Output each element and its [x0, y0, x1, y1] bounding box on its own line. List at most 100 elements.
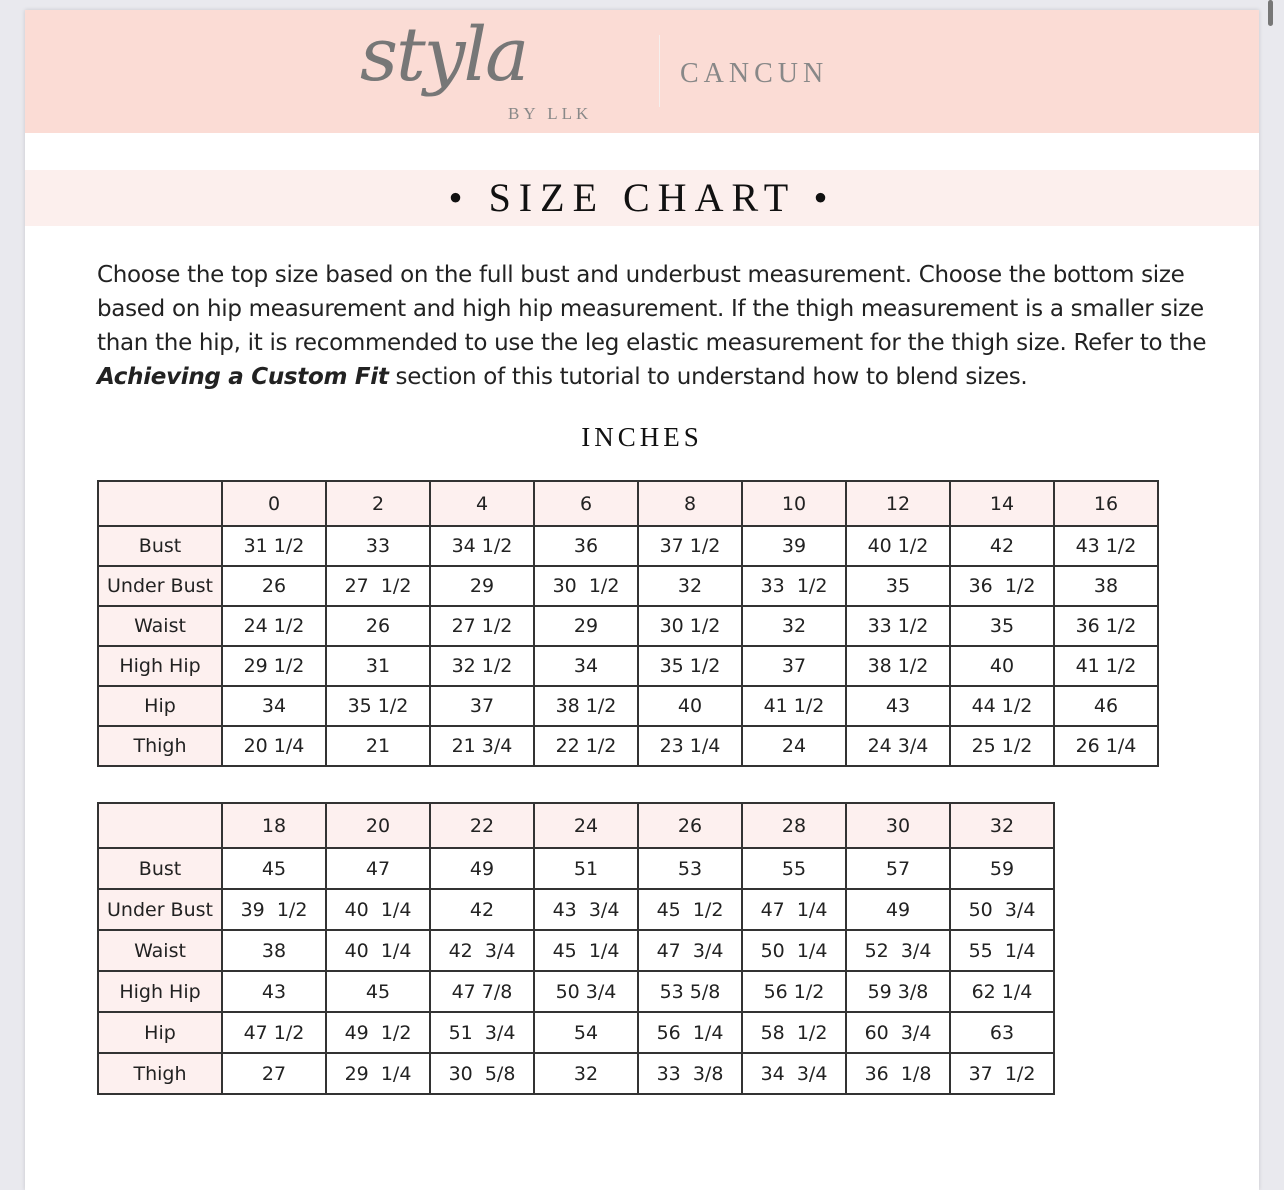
- row-label: Waist: [97, 605, 223, 647]
- measurement-cell: 55 1/4: [949, 929, 1055, 972]
- table-row: Bust 31 1/2 33 34 1/2 36 37 1/2 39 40 1/2 42 43 1…: [97, 525, 1159, 567]
- brand-logo: styla BY LLK: [360, 12, 640, 130]
- measurement-cell: 52 3/4: [845, 929, 951, 972]
- measurement-cell: 26 1/4: [1053, 725, 1159, 767]
- measurement-cell: 29: [533, 605, 639, 647]
- size-header: 10: [741, 480, 847, 527]
- size-header: 8: [637, 480, 743, 527]
- measurement-cell: 43: [845, 685, 951, 727]
- row-label: Waist: [97, 929, 223, 972]
- measurement-cell: 24: [741, 725, 847, 767]
- measurement-cell: 47: [325, 847, 431, 890]
- measurement-cell: 26: [325, 605, 431, 647]
- measurement-cell: 33 3/8: [637, 1052, 743, 1095]
- size-header: 28: [741, 802, 847, 849]
- row-label: High Hip: [97, 645, 223, 687]
- row-label: Hip: [97, 685, 223, 727]
- row-label: Thigh: [97, 1052, 223, 1095]
- measurement-cell: 40: [949, 645, 1055, 687]
- measurement-cell: 53: [637, 847, 743, 890]
- measurement-cell: 24 3/4: [845, 725, 951, 767]
- measurement-cell: 23 1/4: [637, 725, 743, 767]
- measurement-cell: 20 1/4: [221, 725, 327, 767]
- measurement-cell: 44 1/2: [949, 685, 1055, 727]
- measurement-cell: 42: [949, 525, 1055, 567]
- size-header: 18: [221, 802, 327, 849]
- table-row: Waist 24 1/2 26 27 1/2 29 30 1/2 32 33 1/2 35 36 …: [97, 605, 1159, 647]
- measurement-cell: 21: [325, 725, 431, 767]
- measurement-cell: 35: [949, 605, 1055, 647]
- document-page: styla BY LLK CANCUN • SIZE CHART • Choos…: [25, 10, 1259, 1190]
- measurement-cell: 34 1/2: [429, 525, 535, 567]
- size-header: 22: [429, 802, 535, 849]
- measurement-cell: 49: [429, 847, 535, 890]
- measurement-cell: 21 3/4: [429, 725, 535, 767]
- measurement-cell: 30 1/2: [637, 605, 743, 647]
- row-label: Bust: [97, 525, 223, 567]
- measurement-cell: 41 1/2: [1053, 645, 1159, 687]
- measurement-cell: 33: [325, 525, 431, 567]
- measurement-cell: 60 3/4: [845, 1011, 951, 1054]
- scrollbar[interactable]: [1268, 0, 1273, 26]
- size-header: 14: [949, 480, 1055, 527]
- measurement-cell: 59: [949, 847, 1055, 890]
- measurement-cell: 45: [221, 847, 327, 890]
- pattern-name: CANCUN: [680, 58, 829, 89]
- measurement-cell: 37: [741, 645, 847, 687]
- measurement-cell: 32: [637, 565, 743, 607]
- measurement-cell: 38: [1053, 565, 1159, 607]
- intro-text-2: section of this tutorial to understand h…: [388, 364, 1028, 390]
- measurement-cell: 59 3/8: [845, 970, 951, 1013]
- size-table-1: 0 2 4 6 8 10 12 14 16 Bust 31 1/2 33 34 1/2 36 37 1/2 3…: [97, 480, 1159, 767]
- measurement-cell: 40: [637, 685, 743, 727]
- measurement-cell: 27 1/2: [325, 565, 431, 607]
- measurement-cell: 39 1/2: [221, 888, 327, 931]
- measurement-cell: 62 1/4: [949, 970, 1055, 1013]
- measurement-cell: 34: [533, 645, 639, 687]
- measurement-cell: 30 5/8: [429, 1052, 535, 1095]
- row-label: Under Bust: [97, 565, 223, 607]
- measurement-cell: 49: [845, 888, 951, 931]
- table-row: Bust 45 47 49 51 53 55 57 59: [97, 847, 1055, 890]
- measurement-cell: 31: [325, 645, 431, 687]
- measurement-cell: 25 1/2: [949, 725, 1055, 767]
- measurement-cell: 47 1/2: [221, 1011, 327, 1054]
- size-header: 30: [845, 802, 951, 849]
- table-row: Under Bust 26 27 1/2 29 30 1/2 32 33 1/2 35 36 1…: [97, 565, 1159, 607]
- table-row: Waist 38 40 1/4 42 3/4 45 1/4 47 3/4 50 1/4 52 …: [97, 929, 1055, 972]
- table-row: Hip 47 1/2 49 1/2 51 3/4 54 56 1/4 58 1/2 60 3/…: [97, 1011, 1055, 1054]
- measurement-cell: 40 1/4: [325, 888, 431, 931]
- measurement-cell: 27 1/2: [429, 605, 535, 647]
- measurement-cell: 58 1/2: [741, 1011, 847, 1054]
- measurement-cell: 56 1/2: [741, 970, 847, 1013]
- brand-logo-script: styla: [360, 12, 529, 98]
- measurement-cell: 32 1/2: [429, 645, 535, 687]
- measurement-cell: 40 1/4: [325, 929, 431, 972]
- header-divider: [659, 35, 660, 107]
- measurement-cell: 57: [845, 847, 951, 890]
- measurement-cell: 43 1/2: [1053, 525, 1159, 567]
- intro-text-1: Choose the top size based on the full bu…: [97, 262, 1207, 356]
- measurement-cell: 45 1/2: [637, 888, 743, 931]
- measurement-cell: 54: [533, 1011, 639, 1054]
- corner-cell: [97, 480, 223, 527]
- measurement-cell: 24 1/2: [221, 605, 327, 647]
- size-header: 4: [429, 480, 535, 527]
- measurement-cell: 34 3/4: [741, 1052, 847, 1095]
- brand-header: styla BY LLK CANCUN: [25, 10, 1259, 133]
- measurement-cell: 56 1/4: [637, 1011, 743, 1054]
- measurement-cell: 42: [429, 888, 535, 931]
- row-label: Under Bust: [97, 888, 223, 931]
- measurement-cell: 36 1/8: [845, 1052, 951, 1095]
- table-row: Thigh 27 29 1/4 30 5/8 32 33 3/8 34 3/4 36 1/8 3…: [97, 1052, 1055, 1095]
- measurement-cell: 47 7/8: [429, 970, 535, 1013]
- measurement-cell: 33 1/2: [845, 605, 951, 647]
- table-row: Thigh 20 1/4 21 21 3/4 22 1/2 23 1/4 24 24 3/4 2…: [97, 725, 1159, 767]
- size-header: 16: [1053, 480, 1159, 527]
- table-row: Hip 34 35 1/2 37 38 1/2 40 41 1/2 43 44 1/2 46: [97, 685, 1159, 727]
- table-row: High Hip 29 1/2 31 32 1/2 34 35 1/2 37 38 1/2 40…: [97, 645, 1159, 687]
- measurement-cell: 32: [741, 605, 847, 647]
- size-header: 6: [533, 480, 639, 527]
- title-band: [25, 170, 1259, 226]
- measurement-cell: 32: [533, 1052, 639, 1095]
